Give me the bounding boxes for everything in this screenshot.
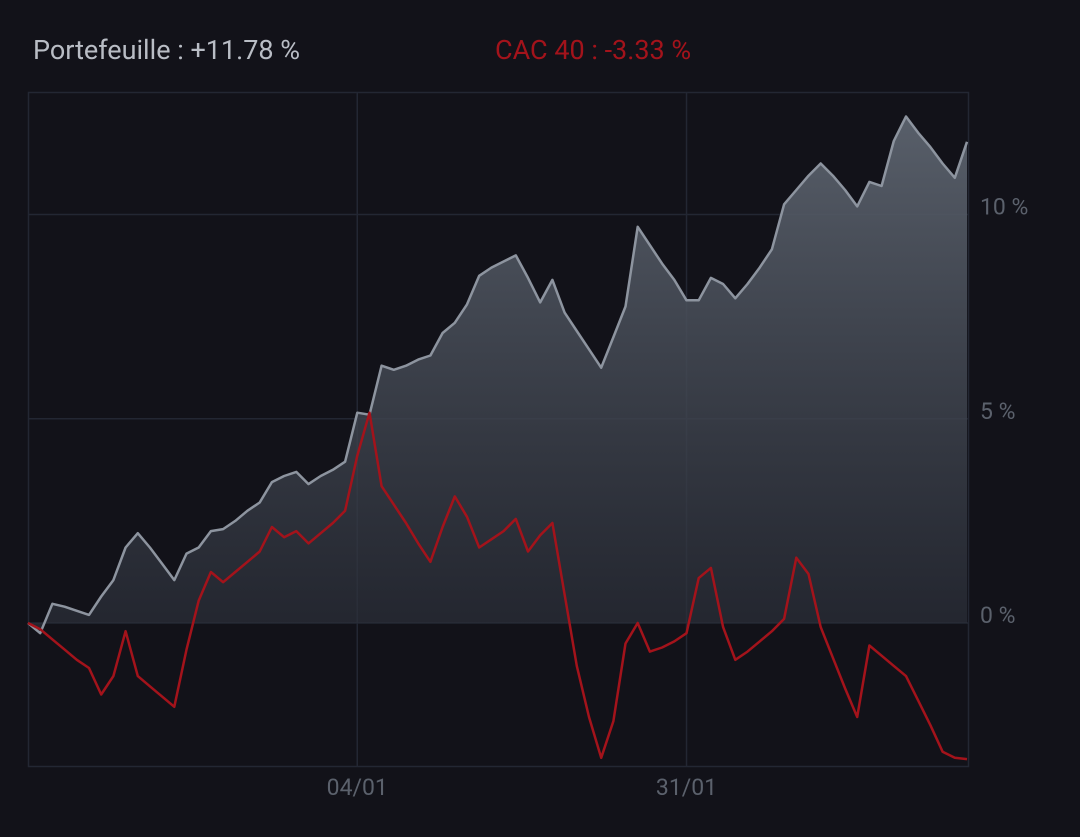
legend-entry: CAC 40 : -3.33 %	[495, 34, 691, 66]
y-tick-label: 5 %	[980, 398, 1015, 425]
line	[27, 411, 968, 761]
legend-entry: Portefeuille : +11.78 %	[33, 34, 300, 66]
line	[27, 115, 969, 635]
x-tick-label: 04/01	[327, 774, 388, 801]
plot-frame	[27, 91, 970, 768]
y-tick-label: 10 %	[980, 194, 1028, 221]
x-tick-label: 31/01	[656, 774, 717, 801]
y-tick-label: 0 %	[980, 602, 1015, 629]
area	[28, 116, 967, 634]
